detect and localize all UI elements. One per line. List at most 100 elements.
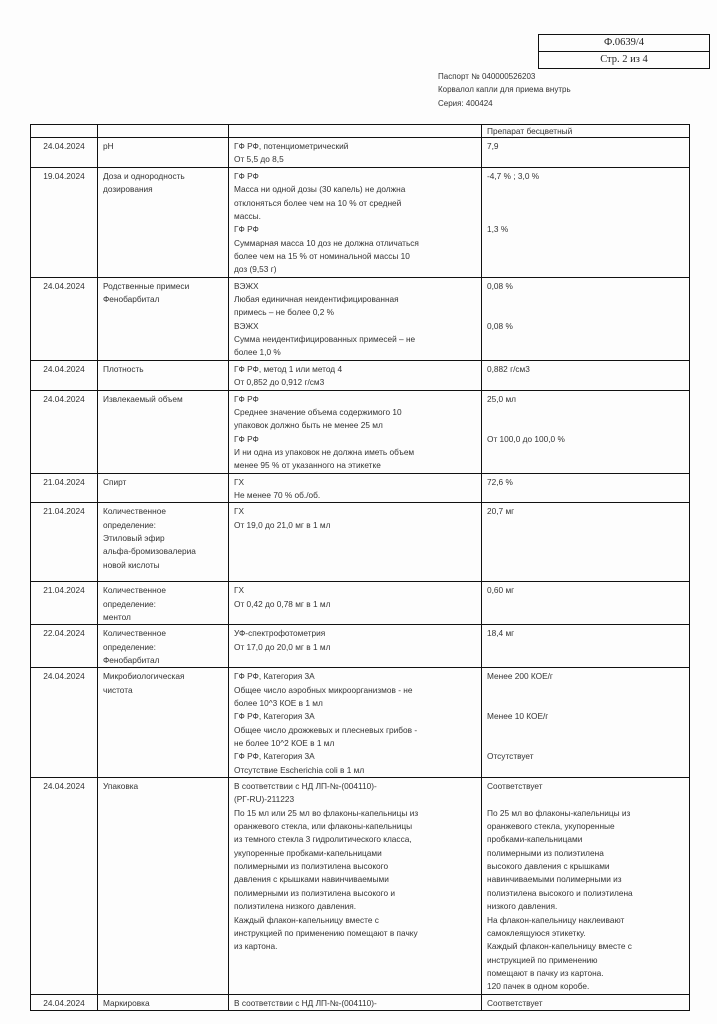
specification-cell: ГХ От 0,42 до 0,78 мг в 1 мл — [228, 581, 482, 626]
test-date: 24.04.2024 — [30, 137, 98, 168]
table-row: 24.04.2024 Упаковка В соответствии с НД ЛП… — [30, 777, 690, 995]
text-line: Количественное — [103, 585, 166, 596]
text-line: навинчиваемыми полимерными из — [487, 874, 622, 885]
text-line — [487, 419, 689, 432]
specification-cell: ГФ РФ, метод 1 или метод 4 От 0,852 до 0,… — [228, 359, 482, 391]
text-line: Маркировка — [103, 997, 150, 1008]
test-name-cell: Количественное определение: Фенобарбитал — [97, 624, 229, 669]
text-line: более чем на 15 % от номинальной массы 1… — [234, 251, 410, 262]
document-meta: Паспорт № 040000526203 Корвалол капли дл… — [438, 70, 571, 110]
text-line: оранжевого стекла, укупоренные — [487, 821, 615, 832]
text-line: (РГ-RU)-211223 — [234, 794, 295, 805]
text-line — [487, 183, 689, 196]
text-line: От 19,0 до 21,0 мг в 1 мл — [234, 519, 331, 530]
text-line: В соответствии с НД ЛП-№-(004110)- — [234, 997, 377, 1008]
passport-number: Паспорт № 040000526203 — [438, 72, 536, 81]
text-line: Любая единичная неидентифицированная — [234, 294, 399, 305]
text-line: ГХ — [234, 585, 245, 596]
product-name: Корвалол капли для приема внутрь — [438, 85, 571, 95]
result-cell: 0,60 мг — [481, 581, 690, 626]
table-row: 22.04.2024 Количественное определение: Фено… — [30, 624, 690, 669]
text-line: 72,6 % — [487, 476, 513, 487]
text-line: доз (9,53 г) — [234, 264, 277, 275]
test-name-cell: Микробиологическая чистота — [97, 667, 229, 779]
text-line: 7,9 — [487, 141, 499, 151]
test-date: 21.04.2024 — [30, 472, 98, 504]
text-line: От 0,852 до 0,912 г/см3 — [234, 377, 325, 388]
test-name-cell: Плотность — [97, 359, 229, 391]
table-row: 24.04.2024 Плотность ГФ РФ, метод 1 или ме… — [30, 359, 690, 391]
text-line: 0,882 г/см3 — [487, 363, 530, 374]
text-line: Каждый флакон-капельницу вместе с — [487, 941, 632, 952]
text-line: Извлекаемый объем — [103, 393, 183, 404]
text-line: менее 95 % от указанного на этикетке — [234, 460, 381, 471]
result-cell: Соответствует По 25 мл во флаконы-капельн… — [481, 777, 690, 995]
text-line: Менее 10 КОЕ/г — [487, 711, 549, 722]
table-row: 24.04.2024 pH ГФ РФ, потенциометрический От… — [30, 137, 690, 168]
result-cell: -4,7 % ; 3,0 % 1,3 % — [481, 167, 690, 278]
table-row: 19.04.2024 Доза и однородность дозирования… — [30, 167, 690, 278]
text-line: ГХ — [234, 506, 245, 517]
text-line: альфа-бромизовалериа — [103, 546, 196, 557]
text-line: давления с крышками навинчиваемыми — [234, 874, 389, 885]
test-name-cell: Маркировка — [97, 993, 229, 1011]
table-row: 21.04.2024 Количественное определение: мент… — [30, 581, 690, 626]
text-line: 20,7 мг — [487, 506, 515, 517]
text-line: По 25 мл во флаконы-капельницы из — [487, 807, 631, 818]
text-line: 0,08 % — [487, 280, 513, 291]
text-line: ГФ РФ — [234, 393, 259, 404]
text-line: из картона. — [234, 941, 278, 952]
text-line: более 1,0 % — [234, 347, 281, 358]
specification-cell: В соответствии с НД ЛП-№-(004110)- — [228, 993, 482, 1011]
test-name-cell: Родственные примеси Фенобарбитал — [97, 276, 229, 361]
text-line — [487, 210, 689, 223]
test-name-cell: Доза и однородность дозирования — [97, 167, 229, 278]
result-cell: 7,9 — [481, 137, 690, 168]
text-line — [487, 306, 689, 319]
text-line: 0,08 % — [487, 320, 513, 331]
text-line: Фенобарбитал — [103, 654, 160, 665]
specification-cell: ГФ РФ, Категория 3А Общее число аэробных … — [228, 667, 482, 779]
text-line: определение: — [103, 519, 156, 530]
header-cell — [30, 124, 98, 138]
text-line: Микробиологическая — [103, 671, 185, 682]
text-line: Масса ни одной дозы (30 капель) не должн… — [234, 184, 406, 195]
text-line: 120 пачек в одном коробе. — [487, 981, 590, 992]
text-line: ГХ — [234, 476, 245, 487]
text-line: ГФ РФ, метод 1 или метод 4 — [234, 363, 343, 374]
text-line: ВЭЖХ — [234, 280, 259, 291]
text-line: Доза и однородность — [103, 171, 185, 181]
text-line: ГФ РФ — [234, 433, 259, 444]
text-line: И ни одна из упаковок не должна иметь об… — [234, 446, 415, 457]
text-line — [487, 737, 689, 750]
text-line: От 0,42 до 0,78 мг в 1 мл — [234, 598, 331, 609]
text-line: Спирт — [103, 476, 127, 487]
text-line: определение: — [103, 598, 156, 609]
header-cell — [228, 124, 482, 138]
text-line: ГФ РФ — [234, 224, 259, 235]
text-line: ГФ РФ, Категория 3А — [234, 751, 315, 762]
text-line: полимерными из полиэтилена — [487, 847, 604, 858]
text-line: 1,3 % — [487, 224, 509, 235]
text-line: помещают в пачку из картона. — [487, 967, 604, 978]
text-line: Соответствует — [487, 781, 543, 792]
text-line: ВЭЖХ — [234, 320, 259, 331]
text-line: из темного стекла 3 гидролитического кла… — [234, 834, 412, 845]
text-line: Количественное — [103, 628, 166, 639]
result-cell: 25,0 мл От 100,0 до 100,0 % — [481, 389, 690, 474]
text-line: самоклеящуюся этикетку. — [487, 927, 586, 938]
text-line: pH — [103, 141, 114, 151]
text-line: На флакон-капельницу наклеивают — [487, 914, 625, 925]
text-line: От 5,5 до 8,5 — [234, 154, 284, 165]
text-line: инструкцией по применению — [487, 954, 598, 965]
text-line: УФ-спектрофотометрия — [234, 628, 326, 639]
form-code-box: Ф.0639/4 Стр. 2 из 4 — [538, 34, 710, 69]
test-name-cell: Извлекаемый объем — [97, 389, 229, 474]
text-line: чистота — [103, 684, 133, 695]
result-cell: 20,7 мг — [481, 502, 690, 583]
text-line — [487, 406, 689, 419]
text-line: 18,4 мг — [487, 628, 515, 639]
text-line: высокого давления с крышками — [487, 861, 610, 872]
table-row: 24.04.2024 Микробиологическая чистота ГФ РФ… — [30, 667, 690, 779]
